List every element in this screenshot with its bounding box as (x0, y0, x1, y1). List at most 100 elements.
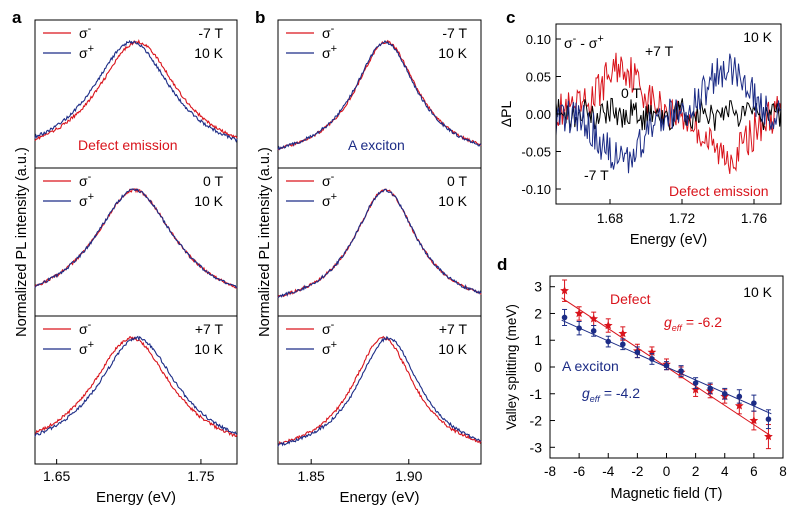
legend-sigma-sup: - (88, 171, 92, 183)
legend-sigma-symbol: σ (322, 45, 331, 61)
x-tick-label: 8 (779, 464, 787, 479)
series-label-a-exciton: A exciton (562, 358, 619, 374)
field-label: 0 T (203, 173, 223, 189)
panel-label-a: a (12, 8, 22, 27)
x-tick-label: 1.65 (43, 468, 70, 484)
spectrum-line-sigma-minus (34, 39, 238, 142)
data-point-circle (620, 341, 626, 348)
legend-sigma-sup: - (331, 23, 335, 35)
subpanel-a-2: σ-σ++7 T10 K (34, 315, 238, 465)
legend-sigma-sup: - (331, 171, 335, 183)
y-axis-label: Normalized PL intensity (a.u.) (257, 147, 273, 337)
data-point-circle (751, 400, 757, 406)
legend-sigma-symbol: σ (322, 173, 331, 189)
legend-label-sigma-plus: σ+ (79, 191, 94, 209)
x-tick-label: 0 (663, 464, 671, 479)
spectrum-line-sigma-plus (34, 335, 238, 437)
legend-label-sigma-minus: σ- (79, 319, 92, 337)
y-tick-label: 1 (534, 332, 542, 348)
legend-sigma-sup: + (331, 43, 337, 55)
legend-label-sigma-plus: σ+ (79, 339, 94, 357)
panel-label-b: b (255, 8, 265, 27)
field-label: -7 T (442, 25, 467, 41)
y-tick-label: 0.10 (526, 32, 551, 47)
y-tick-label: 3 (534, 279, 542, 295)
y-axis-label: Valley splitting (meV) (504, 304, 519, 430)
x-tick-label: 1.76 (741, 211, 767, 226)
legend-label-sigma-plus: σ+ (322, 43, 337, 61)
data-point-star (734, 401, 744, 410)
legend-sigma-sup: + (88, 339, 94, 351)
x-axis-label: Energy (eV) (339, 489, 419, 506)
data-point-circle (721, 390, 728, 397)
x-tick-label: 4 (721, 464, 729, 479)
legend-label-sigma-plus: σ+ (79, 43, 94, 61)
x-tick-label: -4 (602, 464, 614, 479)
panel-d: d 3 2 1 0 -1 -2 -3-8 -6 -4 -2 0 2 4 6 8 Magnetic field (… (497, 255, 787, 502)
annotation-label: A exciton (348, 137, 405, 153)
legend-sigma-symbol: σ (322, 321, 331, 337)
temperature-label: 10 K (438, 341, 467, 357)
subpanel-frame (277, 315, 482, 465)
data-point-circle (649, 356, 655, 362)
legend-sigma-sup: - (88, 23, 92, 35)
x-axis-label: Energy (eV) (96, 489, 176, 506)
legend-label-sigma-minus: σ- (322, 23, 335, 41)
temperature-label: 10 K (743, 284, 772, 300)
x-tick-label: 1.68 (597, 211, 623, 226)
data-point-circle (605, 338, 612, 345)
data-point-circle (736, 393, 743, 400)
x-tick-label: -8 (544, 464, 556, 479)
subpanel-a-1: σ- σ+ 0 T 10 K (34, 167, 238, 317)
spectrum-line-sigma-plus (277, 40, 482, 151)
data-point-circle (561, 314, 568, 321)
temperature-label: 10 K (194, 341, 223, 357)
data-point-circle (634, 349, 641, 356)
legend-sigma-symbol: σ (79, 193, 88, 209)
data-point-circle (590, 328, 597, 334)
x-tick-label: 6 (750, 464, 758, 479)
data-point-circle (576, 325, 582, 331)
legend-sigma-symbol: σ (79, 25, 88, 41)
y-tick-label: 2 (534, 305, 542, 321)
temperature-label: 10 K (438, 45, 467, 61)
legend-sigma-symbol: σ (322, 25, 331, 41)
subpanel-b-1: σ-σ+0 T10 K (277, 167, 482, 317)
data-point-circle (663, 362, 670, 369)
data-point-circle (707, 385, 713, 392)
legend-sigma-symbol: σ (79, 321, 88, 337)
data-point-star (618, 328, 628, 338)
annotation-label: Defect emission (669, 183, 769, 199)
panel-label-c: c (506, 8, 515, 27)
delta-legend: σ- - σ+ (564, 33, 604, 51)
x-tick-label: -2 (631, 464, 643, 479)
legend-label-sigma-plus: σ+ (322, 191, 337, 209)
data-point-star (574, 308, 584, 318)
x-tick-label: 1.90 (395, 468, 422, 484)
legend-sigma-symbol: σ (79, 173, 88, 189)
x-tick-label: 2 (692, 464, 700, 479)
temperature-label: 10 K (194, 193, 223, 209)
subpanel-b-0: σ-σ+-7 T10 KA exciton (277, 19, 482, 169)
y-tick-label: 0.00 (526, 107, 551, 122)
temperature-label: 10 K (438, 193, 467, 209)
y-tick-label: -1 (530, 386, 543, 402)
legend-label-sigma-minus: σ- (322, 171, 335, 189)
x-axis-label: Energy (eV) (630, 232, 707, 248)
data-point-star (589, 314, 599, 323)
spectrum-line-sigma-plus (34, 188, 238, 289)
x-tick-label: 1.85 (298, 468, 325, 484)
legend-label-sigma-plus: σ+ (322, 339, 337, 357)
legend-sigma-symbol: σ (79, 45, 88, 61)
data-point-star (749, 415, 759, 425)
spectrum-line-sigma-plus (277, 188, 482, 299)
y-tick-label: 0 (534, 359, 542, 375)
temperature-label: 10 K (743, 29, 772, 45)
data-point-star (764, 431, 773, 441)
data-point-circle (765, 416, 772, 422)
series-label-0: 0 T (621, 85, 641, 101)
field-label: +7 T (439, 321, 468, 337)
